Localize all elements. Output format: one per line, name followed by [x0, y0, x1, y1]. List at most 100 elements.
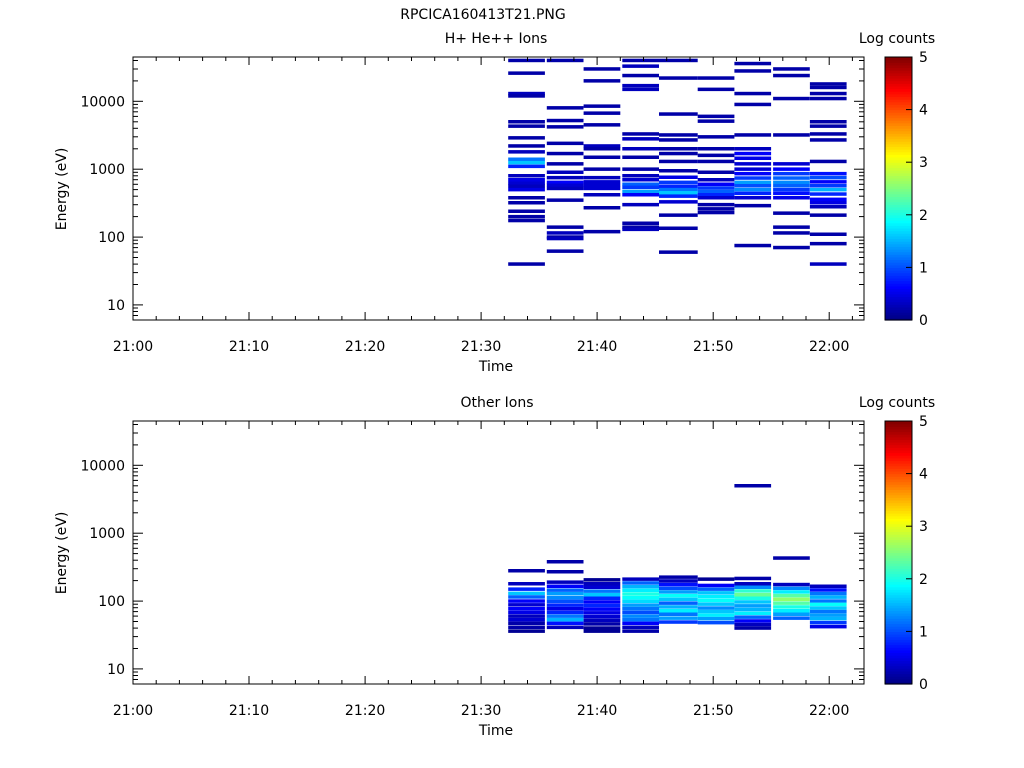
heatmap-cell [734, 600, 772, 604]
colorbar-swatch [885, 167, 912, 171]
colorbar-swatch [885, 560, 912, 564]
heatmap-cell [809, 82, 847, 86]
heatmap-cell [659, 169, 698, 173]
heatmap-cell [546, 198, 584, 202]
colorbar-swatch [885, 681, 912, 685]
heatmap-cell [583, 144, 621, 148]
y-tick-label: 10000 [80, 94, 125, 110]
heatmap-cell [546, 618, 584, 622]
heatmap-cell [659, 620, 698, 624]
heatmap-cell [697, 583, 735, 588]
heatmap-cell [622, 178, 659, 182]
heatmap-cell [697, 606, 735, 610]
heatmap-cell [583, 622, 621, 626]
heatmap-cell [809, 192, 847, 196]
colorbar-swatch [885, 64, 912, 69]
heatmap-cell [809, 584, 847, 588]
colorbar-swatch [885, 309, 912, 313]
heatmap-cell [583, 67, 621, 71]
colorbar-swatch [885, 473, 912, 477]
colorbar-tick-label: 2 [919, 572, 928, 588]
heatmap-cell [622, 610, 659, 615]
heatmap-cell [773, 590, 810, 594]
colorbar-swatch [885, 655, 912, 659]
heatmap-cell [546, 592, 584, 596]
colorbar-swatch [885, 497, 912, 501]
colorbar-swatch [885, 291, 912, 295]
colorbar-swatch [885, 665, 912, 669]
colorbar-swatch [885, 122, 912, 126]
heatmap-cell [508, 591, 545, 596]
heatmap-cell [734, 203, 772, 208]
colorbar-swatch [885, 317, 912, 321]
colorbar-swatch [885, 217, 912, 221]
colorbar-swatch [885, 492, 912, 496]
colorbar-swatch [885, 494, 912, 498]
colorbar-swatch [885, 193, 912, 197]
heatmap-cell [697, 616, 735, 621]
colorbar-swatch [885, 507, 912, 512]
heatmap-cell [809, 205, 847, 209]
heatmap-cell [583, 578, 621, 582]
colorbar-swatch [885, 526, 912, 530]
heatmap-cell [809, 124, 847, 128]
heatmap-cell [809, 91, 847, 96]
colorbar-swatch [885, 301, 912, 305]
colorbar-swatch [885, 641, 912, 646]
colorbar-swatch [885, 259, 912, 263]
x-tick-label: 22:00 [809, 703, 849, 719]
heatmap-cell [659, 605, 698, 609]
colorbar-swatch [885, 85, 912, 90]
heatmap-cell [622, 64, 659, 68]
colorbar-swatch [885, 502, 912, 506]
colorbar-swatch [885, 185, 912, 190]
heatmap-cell [734, 622, 772, 627]
panel-h-he-ions: H+ He++ Ions 21:00 21:10 21:20 21:30 21:40 21… [54, 31, 935, 375]
heatmap-cell [697, 577, 735, 581]
colorbar-swatch [885, 238, 912, 242]
colorbar-swatch [885, 159, 912, 163]
colorbar-swatch [885, 505, 912, 509]
heatmap-cell [546, 225, 584, 229]
heatmap-cell [622, 584, 659, 589]
colorbar-swatch [885, 597, 912, 601]
heatmap-cell [697, 159, 735, 164]
heatmap-cell [697, 193, 735, 197]
heatmap-cell [622, 185, 659, 190]
colorbar-swatch [885, 125, 912, 129]
colorbar-swatch [885, 513, 912, 517]
heatmap-cell [583, 104, 621, 108]
y-tick-label: 100 [98, 594, 125, 610]
colorbar-swatch [885, 547, 912, 551]
heatmap-cell [546, 180, 584, 185]
heatmap-cell [809, 187, 847, 192]
heatmap-cell [734, 176, 772, 180]
colorbar-swatch [885, 146, 912, 150]
colorbar-swatch [885, 267, 912, 271]
heatmap-cell [583, 596, 621, 600]
colorbar-swatch [885, 162, 912, 166]
colorbar-swatch [885, 444, 912, 448]
colorbar-swatch [885, 499, 912, 504]
colorbar-swatch [885, 544, 912, 548]
heatmap-cell [659, 138, 698, 142]
heatmap-cell [734, 484, 772, 488]
heatmap-cell [697, 119, 735, 123]
colorbar-swatch [885, 626, 912, 630]
heatmap-cell [697, 613, 735, 617]
heatmap-cell [508, 599, 545, 603]
colorbar-swatch [885, 678, 912, 682]
heatmap-cell [659, 184, 698, 188]
heatmap-cell [622, 202, 659, 207]
colorbar-swatch [885, 520, 912, 525]
heatmap-cell [508, 150, 545, 154]
colorbar-swatch [885, 220, 912, 224]
heatmap-cell [622, 87, 659, 92]
heatmap-cell [659, 112, 698, 116]
heatmap-cell [508, 157, 545, 161]
colorbar-swatch [885, 636, 912, 640]
heatmap-cell [546, 141, 584, 146]
heatmap-cell [773, 196, 810, 200]
heatmap-cell [659, 58, 698, 63]
